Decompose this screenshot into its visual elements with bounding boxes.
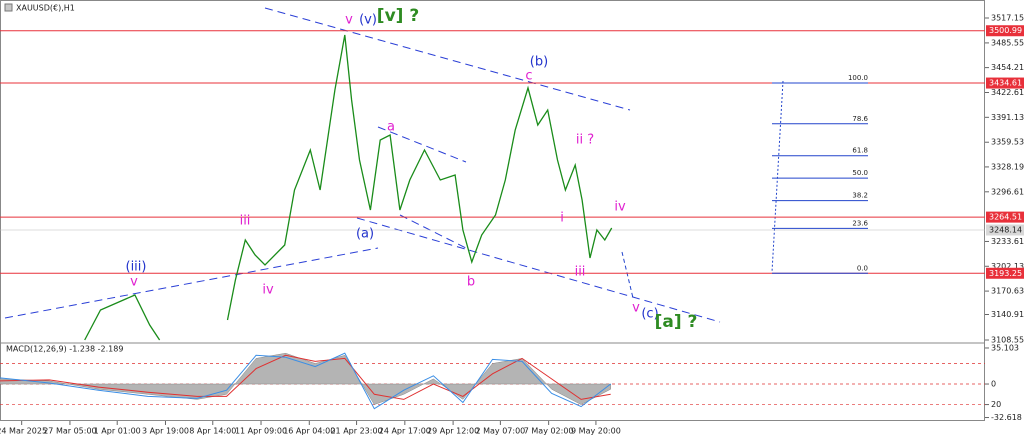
chart-title: XAUUSD(€),H1 [16, 4, 75, 13]
macd-title: MACD(12,26,9) -1.238 -2.189 [6, 345, 123, 354]
wave-label: iii [240, 214, 251, 229]
level-label: 3500.99 [989, 26, 1022, 35]
y-tick-label: 3485.55 [991, 38, 1024, 47]
wave-label: (b) [530, 55, 548, 70]
fib-label: 38.2 [852, 192, 868, 200]
wave-label: (c) [641, 307, 658, 322]
projection-line [621, 251, 634, 299]
fib-label: 100.0 [848, 74, 868, 82]
x-tick-label: 3 Apr 19:00 [142, 427, 189, 436]
y-tick-label: 3517.15 [991, 14, 1024, 23]
wave-label: iv [262, 283, 274, 298]
current-price-tag [986, 224, 1024, 236]
x-tick-label: 21 Apr 23:00 [330, 427, 382, 436]
fib-label: 61.8 [852, 147, 868, 155]
trend-line [356, 217, 721, 323]
level-tag [986, 267, 1024, 279]
wave-label: (iii) [126, 260, 147, 275]
y-tick-label: 3391.13 [991, 113, 1024, 122]
level-tag [986, 77, 1024, 89]
wave-label: [v] ? [377, 6, 419, 26]
fib-label: 50.0 [852, 169, 868, 177]
x-tick-label: 29 Apr 12:00 [427, 427, 479, 436]
level-tag [986, 211, 1024, 223]
macd-line [0, 354, 611, 400]
x-tick-label: 7 May 02:00 [524, 427, 574, 436]
y-tick-label: 3140.91 [991, 310, 1024, 319]
level-tag [986, 25, 1024, 37]
current-price-label: 3248.14 [989, 226, 1022, 235]
x-tick-label: 27 Mar 05:00 [43, 427, 96, 436]
wave-label: (a) [356, 227, 374, 242]
wave-label: [a] ? [655, 312, 698, 332]
wave-label: ii ? [576, 133, 594, 148]
wave-label: (v) [359, 13, 377, 28]
x-tick-label: 16 Apr 04:00 [283, 427, 335, 436]
x-tick-label: 2 May 07:00 [475, 427, 525, 436]
symbol-icon [4, 3, 13, 12]
macd-line [0, 352, 612, 410]
y-tick-label: 3422.61 [991, 88, 1024, 97]
level-label: 3264.51 [989, 213, 1022, 222]
trend-line [4, 247, 379, 319]
wave-label: b [467, 275, 475, 290]
wave-label: iii [575, 265, 586, 280]
fib-label: 78.6 [852, 115, 868, 123]
fib-label: 0.0 [857, 264, 868, 272]
y-tick-label: 3202.13 [991, 262, 1024, 271]
plot-border [0, 0, 985, 421]
wave-label: a [387, 120, 395, 135]
x-tick-label: 9 May 20:00 [571, 427, 621, 436]
x-tick-label: 1 Apr 01:00 [94, 427, 141, 436]
y-tick-label: 20 [991, 400, 1001, 409]
wave-label: iv [614, 200, 626, 215]
wave-label: v [130, 275, 138, 290]
trend-line [377, 126, 467, 163]
wave-label: c [525, 69, 532, 84]
x-tick-label: 24 Apr 17:00 [379, 427, 431, 436]
y-tick-label: 3454.21 [991, 63, 1024, 72]
y-tick-label: 3359.53 [991, 138, 1024, 147]
y-tick-label: 0 [991, 380, 996, 389]
x-tick-label: 8 Apr 14:00 [189, 427, 236, 436]
y-tick-label: 3296.61 [991, 187, 1024, 196]
wave-label: v [632, 301, 640, 316]
y-tick-label: -32.618 [991, 413, 1022, 422]
y-tick-label: 3108.55 [991, 336, 1024, 345]
fib-label: 23.6 [852, 219, 868, 227]
y-tick-label: 35.103 [991, 343, 1019, 352]
level-label: 3193.25 [989, 269, 1022, 278]
x-tick-label: 24 Mar 2025 [0, 427, 47, 436]
price-line [84, 34, 613, 341]
trend-line [399, 214, 471, 251]
y-tick-label: 3233.61 [991, 237, 1024, 246]
trend-line [264, 7, 631, 111]
x-tick-label: 11 Apr 09:00 [235, 427, 287, 436]
wave-label: v [345, 13, 353, 28]
level-label: 3434.61 [989, 79, 1022, 88]
wave-label: i [560, 211, 564, 226]
y-tick-label: 3170.63 [991, 287, 1024, 296]
y-tick-label: 3328.19 [991, 162, 1024, 171]
fib-vertical [771, 80, 784, 273]
